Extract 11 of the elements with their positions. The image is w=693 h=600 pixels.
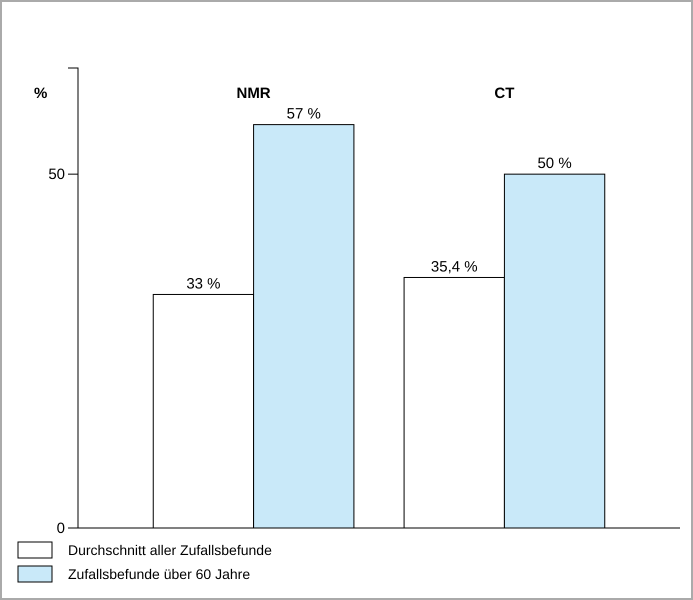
y-axis-title: % <box>34 85 48 102</box>
x-tick-label: NMR <box>236 85 271 102</box>
y-tick-label: 0 <box>56 520 65 537</box>
x-tick-label: CT <box>494 85 514 102</box>
legend-label: Zufallsbefunde über 60 Jahre <box>68 566 250 582</box>
y-tick-label: 50 <box>48 166 65 183</box>
data-label: 57 % <box>286 106 321 123</box>
legend-label: Durchschnitt aller Zufallsbefunde <box>68 542 272 558</box>
data-label: 33 % <box>186 275 221 292</box>
data-label: 35,4 % <box>430 258 478 276</box>
data-label: 50 % <box>537 155 572 172</box>
